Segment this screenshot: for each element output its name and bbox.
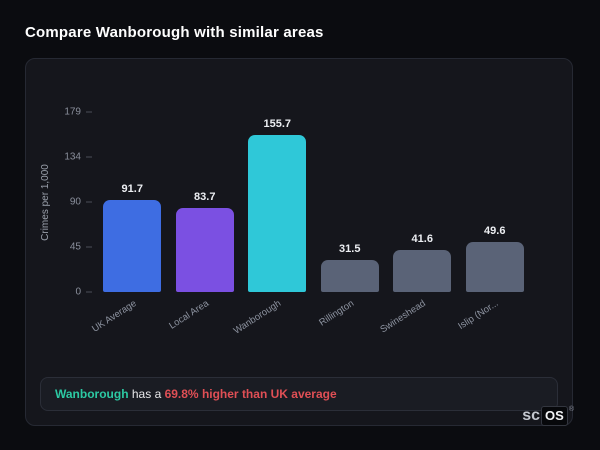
- scos-logo-box: OS: [541, 406, 568, 426]
- bar-value-label: 49.6: [484, 225, 506, 238]
- bar-value-label: 31.5: [339, 243, 361, 256]
- annotation-area-name: Wanborough: [55, 387, 129, 401]
- y-axis-title-wrap: Crimes per 1,000: [38, 112, 52, 292]
- scos-logo-prefix: sc: [522, 407, 541, 424]
- bar-group-islip-nor: 49.6 Islip (Nor...: [457, 112, 532, 332]
- page-title: Compare Wanborough with similar areas: [25, 24, 324, 41]
- y-axis-tick: 179: [61, 107, 96, 118]
- annotation-connector: has a: [128, 387, 165, 401]
- plot-area: Crimes per 1,000 91.7 UK Average 83.7 Local…: [40, 107, 532, 337]
- bar-wanborough[interactable]: [248, 135, 307, 292]
- x-axis-label: Swineshead: [378, 298, 429, 336]
- bar-value-label: 83.7: [194, 190, 216, 203]
- bar-group-wanborough: 155.7 Wanborough: [232, 112, 314, 337]
- y-axis-tick-mark: [86, 246, 92, 248]
- y-axis-tick: 90: [61, 196, 96, 207]
- y-axis-tick-mark: [86, 156, 92, 158]
- bar-group-local-area: 83.7 Local Area: [167, 112, 242, 332]
- bar-value-label: 155.7: [263, 118, 292, 131]
- y-axis-tick-label: 90: [69, 196, 81, 207]
- bar-swineshead[interactable]: [393, 250, 452, 292]
- bar-group-uk-average: 91.7 UK Average: [90, 112, 169, 335]
- bar-value-label: 41.6: [411, 233, 433, 246]
- bar-value-label: 91.7: [121, 182, 143, 195]
- y-axis-tick-label: 0: [75, 286, 81, 298]
- x-axis-label: Wanborough: [231, 298, 284, 337]
- bar-rillington[interactable]: [320, 260, 379, 292]
- bar-group-rillington: 31.5 Rillington: [314, 112, 387, 329]
- bars-row: 91.7 UK Average 83.7 Local Area 155.7 Wanboro…: [90, 112, 532, 337]
- y-axis-tick-label: 179: [64, 106, 81, 118]
- x-axis-label: UK Average: [89, 298, 139, 335]
- y-axis-tick: 134: [61, 152, 96, 163]
- y-axis-tick-mark: [86, 291, 92, 293]
- x-axis-label: Rillington: [316, 298, 356, 329]
- bar-islip-nor[interactable]: [465, 242, 524, 292]
- bar-uk-average[interactable]: [103, 199, 162, 292]
- comparison-annotation: Wanborough has a 69.8% higher than UK av…: [40, 377, 558, 411]
- scos-logo: sc OS ®: [522, 406, 574, 426]
- y-axis-tick-mark: [86, 111, 92, 113]
- chart-card: Crimes per 1,000 91.7 UK Average 83.7 Local…: [25, 58, 573, 426]
- bar-group-swineshead: 41.6 Swineshead: [379, 112, 459, 335]
- y-axis-tick: 0: [61, 287, 96, 298]
- bar-local-area[interactable]: [175, 207, 234, 292]
- registered-trademark-icon: ®: [568, 406, 574, 413]
- annotation-stat: 69.8% higher than UK average: [164, 387, 337, 401]
- x-axis-label: Islip (Nor...: [456, 298, 501, 332]
- y-axis-tick-mark: [86, 201, 92, 202]
- y-axis-title: Crimes per 1,000: [39, 163, 51, 241]
- y-axis-tick: 45: [61, 241, 96, 252]
- y-axis-tick-label: 134: [64, 151, 81, 163]
- x-axis-label: Local Area: [167, 298, 211, 332]
- y-axis-tick-label: 45: [69, 241, 81, 253]
